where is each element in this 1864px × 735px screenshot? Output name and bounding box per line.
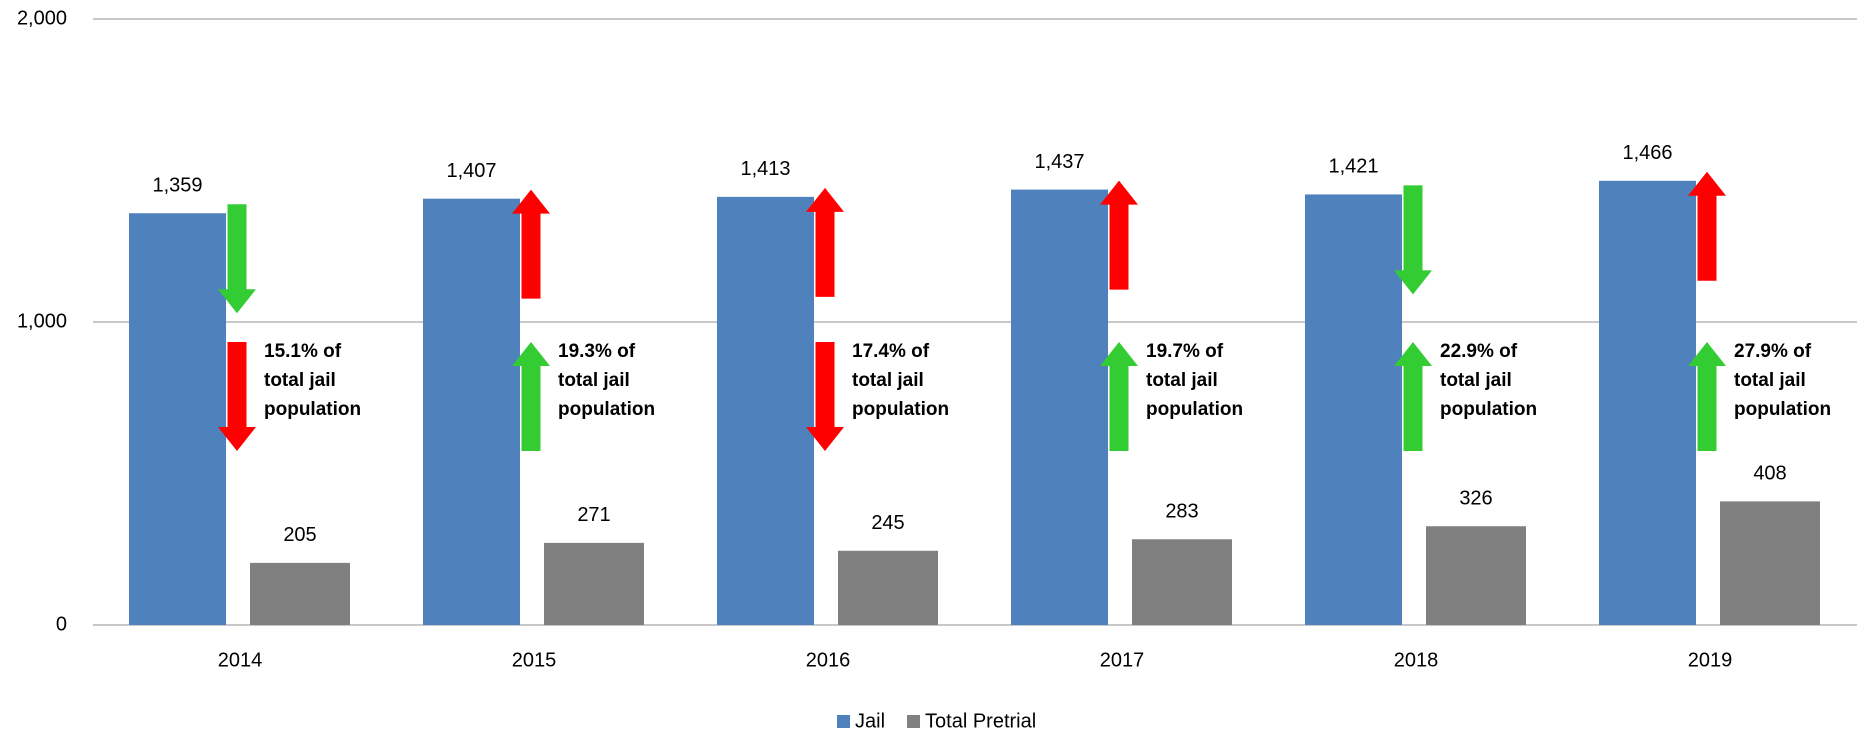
- arrow: [1394, 185, 1432, 295]
- annotation: population: [558, 399, 655, 420]
- annotation: 19.3% of: [558, 341, 636, 362]
- annotation: 19.7% of: [1146, 341, 1224, 362]
- x-tick-label: 2016: [806, 649, 851, 671]
- annotation: population: [1146, 399, 1243, 420]
- arrow: [806, 342, 844, 451]
- annotation: 27.9% of: [1734, 341, 1812, 362]
- value-label: 245: [871, 512, 904, 534]
- annotation: population: [852, 399, 949, 420]
- legend-label: Jail: [855, 710, 885, 732]
- arrow: [1688, 342, 1726, 451]
- x-tick-label: 2017: [1100, 649, 1145, 671]
- annotation: 15.1% of: [264, 341, 342, 362]
- arrow: [806, 187, 844, 297]
- annotation: total jail: [1734, 370, 1806, 391]
- x-tick-label: 2019: [1688, 649, 1733, 671]
- x-tick-label: 2018: [1394, 649, 1439, 671]
- arrow: [218, 204, 256, 314]
- value-label: 1,466: [1622, 142, 1672, 164]
- bar: [1720, 501, 1820, 625]
- value-label: 271: [577, 504, 610, 526]
- x-tick-label: 2014: [218, 649, 263, 671]
- arrow: [512, 342, 550, 451]
- annotation: 17.4% of: [852, 341, 930, 362]
- y-tick-label: 0: [56, 613, 67, 635]
- bar: [544, 542, 644, 625]
- legend-label: Total Pretrial: [925, 710, 1036, 732]
- annotation: total jail: [852, 370, 924, 391]
- value-label: 1,413: [740, 158, 790, 180]
- value-label: 1,359: [152, 175, 202, 197]
- arrow: [1100, 342, 1138, 451]
- annotation: total jail: [558, 370, 630, 391]
- arrow: [1394, 342, 1432, 451]
- annotation: population: [1734, 399, 1831, 420]
- annotation: total jail: [264, 370, 336, 391]
- annotation: total jail: [1146, 370, 1218, 391]
- arrow: [1688, 171, 1726, 281]
- legend-swatch: [837, 715, 850, 728]
- value-label: 1,407: [446, 160, 496, 182]
- value-label: 1,421: [1328, 156, 1378, 178]
- bar: [1132, 539, 1232, 625]
- value-label: 283: [1165, 501, 1198, 523]
- value-label: 205: [283, 524, 316, 546]
- arrow: [1100, 180, 1138, 290]
- bar: [250, 562, 350, 625]
- bar: [1426, 526, 1526, 625]
- bar: [838, 550, 938, 625]
- annotation: population: [264, 399, 361, 420]
- value-label: 408: [1753, 463, 1786, 485]
- bar: [129, 213, 226, 625]
- annotation: 22.9% of: [1440, 341, 1518, 362]
- bar: [423, 198, 520, 625]
- x-tick-label: 2015: [512, 649, 557, 671]
- y-tick-label: 1,000: [17, 310, 67, 332]
- value-label: 326: [1459, 488, 1492, 510]
- bar: [717, 196, 814, 625]
- arrow: [218, 342, 256, 451]
- annotation: total jail: [1440, 370, 1512, 391]
- bar: [1305, 194, 1402, 625]
- value-label: 1,437: [1034, 151, 1084, 173]
- bar: [1011, 189, 1108, 626]
- arrow: [512, 189, 550, 299]
- annotation: population: [1440, 399, 1537, 420]
- bar: [1599, 180, 1696, 625]
- y-tick-label: 2,000: [17, 7, 67, 29]
- legend-swatch: [907, 715, 921, 728]
